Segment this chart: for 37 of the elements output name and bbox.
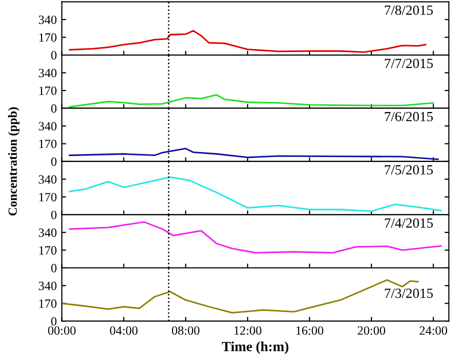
y-tick-label: 0 (51, 51, 56, 60)
y-tick-label: 340 (38, 16, 56, 24)
y-tick-label: 170 (39, 86, 56, 95)
y-tick-label: 0 (51, 264, 56, 272)
line-series (68, 30, 426, 53)
annotation: 7/4/2015 (384, 218, 433, 228)
y-tick-label: 0 (51, 210, 56, 220)
x-axis-title: Time (h:m) (222, 341, 288, 354)
x-tick-label: 08:00 (172, 326, 200, 335)
annotation: 7/5/2015 (384, 165, 433, 175)
y-tick-label: 170 (39, 246, 56, 255)
y-tick-label: 170 (39, 33, 56, 42)
y-tick-label: 340 (38, 68, 56, 78)
line-series (68, 176, 442, 212)
y-axis-title: Concentration (ppb) (8, 107, 20, 216)
x-tick-label: 04:00 (110, 326, 138, 335)
line-series (68, 148, 439, 160)
x-tick-label: 16:00 (296, 326, 324, 335)
x-tick-label: 12:00 (234, 326, 262, 335)
annotation: 7/8/2015 (384, 5, 433, 15)
y-tick-label: 340 (38, 228, 56, 237)
annotation: 7/7/2015 (384, 58, 433, 68)
line-series (68, 94, 434, 108)
y-tick-label: 340 (38, 282, 56, 290)
y-tick-label: 0 (51, 157, 56, 166)
x-tick-label: 00:00 (48, 326, 76, 335)
y-tick-label: 0 (51, 104, 56, 113)
y-tick-label: 170 (39, 140, 56, 148)
y-tick-label: 340 (38, 175, 56, 184)
y-tick-label: 340 (38, 122, 56, 130)
x-tick-label: 24:00 (420, 326, 448, 335)
x-tick-label: 20:00 (358, 326, 386, 335)
y-tick-label: 170 (39, 299, 56, 308)
y-tick-label: 170 (39, 192, 56, 202)
y-tick-label: 0 (51, 317, 56, 326)
annotation: 7/6/2015 (384, 112, 433, 122)
annotation: 7/3/2015 (384, 288, 433, 298)
